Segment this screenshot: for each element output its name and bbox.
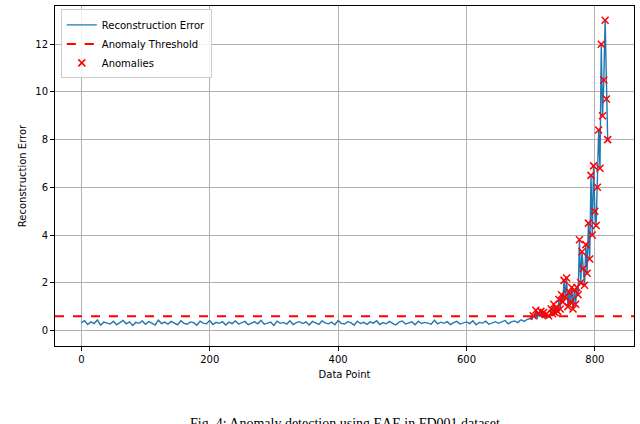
svg-text:4: 4	[42, 230, 48, 241]
svg-text:Reconstruction Error: Reconstruction Error	[17, 124, 28, 227]
svg-text:200: 200	[200, 354, 219, 365]
svg-text:12: 12	[35, 39, 48, 50]
svg-text:Fig. 4: Anomaly detection usin: Fig. 4: Anomaly detection using EAE in F…	[190, 416, 500, 424]
svg-text:800: 800	[585, 354, 604, 365]
svg-text:0: 0	[42, 325, 48, 336]
svg-text:8: 8	[42, 134, 48, 145]
svg-text:600: 600	[457, 354, 476, 365]
svg-text:Reconstruction Error: Reconstruction Error	[102, 20, 205, 31]
svg-text:10: 10	[35, 86, 48, 97]
svg-text:Anomaly Threshold: Anomaly Threshold	[102, 39, 198, 50]
svg-text:6: 6	[42, 182, 48, 193]
svg-text:400: 400	[329, 354, 348, 365]
svg-text:Anomalies: Anomalies	[102, 58, 154, 69]
svg-text:0: 0	[78, 354, 84, 365]
svg-text:Data Point: Data Point	[319, 369, 371, 380]
svg-text:2: 2	[42, 277, 48, 288]
